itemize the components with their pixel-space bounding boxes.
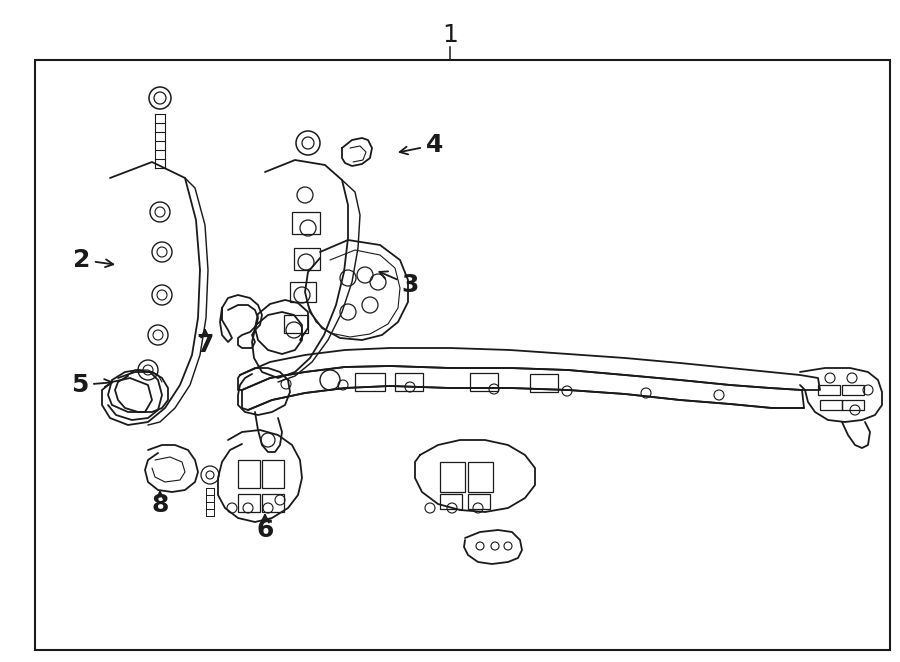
Bar — [238, 494, 260, 512]
Bar — [820, 400, 842, 410]
Bar — [238, 460, 260, 488]
Text: 6: 6 — [256, 518, 274, 542]
Text: 3: 3 — [401, 273, 419, 297]
Bar — [262, 494, 284, 512]
Bar — [290, 282, 316, 302]
Bar — [294, 248, 320, 270]
Bar — [440, 462, 465, 492]
Text: 2: 2 — [73, 248, 91, 272]
Bar — [284, 315, 308, 333]
Text: 1: 1 — [442, 23, 458, 47]
Text: 4: 4 — [427, 133, 444, 157]
Bar — [468, 462, 493, 492]
Text: 7: 7 — [196, 333, 213, 357]
Bar — [818, 385, 840, 395]
Bar — [355, 373, 385, 391]
Bar — [440, 494, 462, 509]
Bar — [262, 460, 284, 488]
Bar — [842, 385, 864, 395]
Bar — [468, 494, 490, 509]
Bar — [530, 374, 558, 392]
Text: 5: 5 — [71, 373, 89, 397]
Text: 8: 8 — [151, 493, 168, 517]
Bar — [395, 373, 423, 391]
Bar — [842, 400, 864, 410]
Bar — [35, 60, 890, 650]
Bar — [470, 373, 498, 391]
Bar — [292, 212, 320, 234]
